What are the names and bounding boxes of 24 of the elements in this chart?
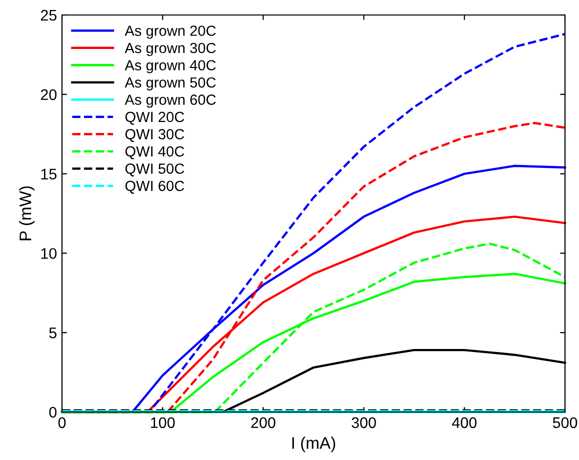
x-tick-label: 100 (151, 417, 175, 428)
legend-label: As grown 40C (124, 60, 216, 74)
legend-label: As grown 30C (124, 42, 216, 56)
y-tick-label: 0 (49, 406, 57, 418)
y-tick-label: 15 (41, 168, 56, 180)
x-tick-label: 400 (452, 417, 477, 428)
y-tick-label: 5 (49, 328, 56, 338)
x-axis-title: I (mA) (292, 436, 336, 452)
legend-label: As grown 50C (124, 77, 216, 91)
legend-label: As grown 20C (124, 26, 216, 39)
legend-label: QWI 60C (125, 180, 184, 194)
y-tick-label: 25 (40, 10, 56, 21)
x-tick-label: 500 (552, 417, 578, 428)
x-tick-label: 0 (58, 417, 66, 428)
legend-label: QWI 20C (125, 112, 184, 125)
y-axis-title: P (mW) (19, 186, 35, 240)
y-tick-label: 20 (40, 89, 57, 100)
x-tick-label: 200 (251, 417, 276, 428)
legend-label: QWI 30C (125, 129, 184, 142)
y-tick-label: 10 (41, 248, 57, 259)
x-tick-label: 300 (352, 417, 376, 428)
legend-label: QWI 40C (125, 146, 184, 160)
legend-label: As grown 60C (124, 94, 216, 108)
legend-label: QWI 50C (125, 164, 184, 176)
